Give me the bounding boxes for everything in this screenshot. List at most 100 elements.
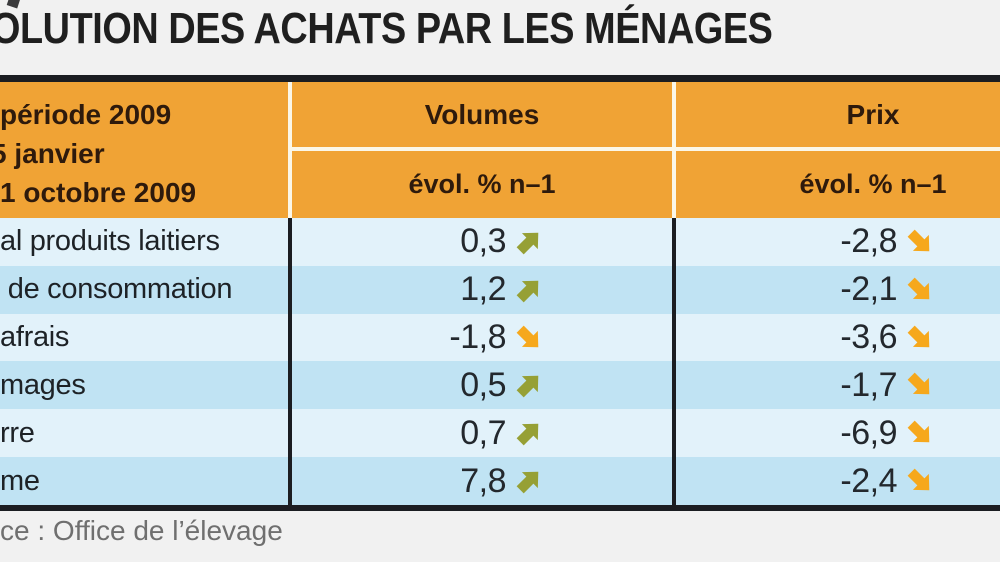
column-divider [288,313,292,362]
value-group: -2,8 [811,222,935,261]
value-group: -2,1 [811,270,935,309]
period-line-2: 5 janvier [0,138,105,169]
trend-down-icon [905,466,935,496]
trend-up-icon [514,466,544,496]
volume-cell: 0,5 [292,361,672,409]
trend-up-icon [514,227,544,257]
table-row: me 7,8 -2,4 [0,457,1000,505]
value-group: -2,4 [811,462,935,501]
header-divider-vertical [672,82,676,147]
page-title: OLUTION DES ACHATS PAR LES MÉNAGES [0,4,900,54]
trend-down-icon [514,323,544,353]
period-line-1: période 2009 [0,99,172,130]
row-label: me [0,464,40,497]
trend-up-icon [514,418,544,448]
price-cell: -3,6 [676,314,1000,362]
value-group: -3,6 [811,318,935,357]
header-columns: Volumes Prix évol. % n–1 évol. % n–1 [292,82,1000,218]
prix-subheader-label: évol. % n–1 [799,169,947,199]
prix-subheader-cell: évol. % n–1 [676,151,1000,218]
header-group-row: Volumes Prix [292,82,1000,147]
volume-value: 0,5 [460,365,506,404]
value-group: 0,3 [420,222,544,261]
volume-value: 0,3 [460,222,506,261]
volumes-subheader-cell: évol. % n–1 [292,151,672,218]
table-row: de consommation 1,2 -2,1 [0,265,1000,314]
header-subrow: évol. % n–1 évol. % n–1 [292,151,1000,218]
column-divider [672,457,676,505]
table-body: al produits laitiers 0,3 -2,8 [0,218,1000,505]
value-group: 1,2 [420,270,544,309]
purchases-table: période 2009 5 janvier 1 octobre 2009 Vo… [0,75,1000,511]
value-group: 0,7 [420,414,544,453]
table-bottom-border [0,504,1000,511]
column-divider [288,409,292,458]
header-divider-vertical [672,151,676,218]
table-header: période 2009 5 janvier 1 octobre 2009 Vo… [0,82,1000,218]
column-divider [672,265,676,314]
trend-up-icon [514,275,544,305]
price-cell: -2,8 [676,218,1000,266]
value-group: -1,7 [811,366,935,405]
column-divider [672,409,676,458]
volumes-header-label: Volumes [424,98,540,130]
table-row: mages 0,5 -1,7 [0,361,1000,410]
price-cell: -1,7 [676,361,1000,409]
price-cell: -2,4 [676,457,1000,505]
row-label: rre [0,416,35,449]
price-value: -1,7 [840,365,897,404]
period-line-3: 1 octobre 2009 [0,177,197,208]
prix-header-label: Prix [846,98,900,130]
volume-cell: 0,3 [292,218,672,266]
trend-down-icon [905,418,935,448]
price-value: -3,6 [840,318,897,357]
trend-up-icon [514,370,544,400]
column-divider [672,218,676,266]
page-title-text: OLUTION DES ACHATS PAR LES MÉNAGES [0,4,773,53]
volume-cell: -1,8 [292,314,672,362]
table-row: afrais -1,8 -3,6 [0,313,1000,362]
row-label: afrais [0,321,70,354]
price-value: -6,9 [840,413,897,452]
price-cell: -6,9 [676,409,1000,457]
table-row: rre 0,7 -6,9 [0,409,1000,458]
column-divider [288,457,292,505]
column-divider [288,361,292,410]
source-note: ce : Office de l’élevage [0,515,283,546]
price-value: -2,1 [840,270,897,309]
column-divider [288,218,292,266]
trend-down-icon [905,370,935,400]
trend-down-icon [905,227,935,257]
price-value: -2,8 [840,222,897,261]
row-label: al produits laitiers [0,225,220,258]
trend-down-icon [905,323,935,353]
table-top-border [0,75,1000,82]
prix-header-cell: Prix [676,82,1000,147]
column-divider [672,313,676,362]
value-group: 7,8 [420,462,544,501]
volumes-subheader-label: évol. % n–1 [408,169,556,199]
volume-cell: 1,2 [292,266,672,314]
price-cell: -2,1 [676,266,1000,314]
volume-value: 7,8 [460,461,506,500]
value-group: 0,5 [420,366,544,405]
volumes-header-cell: Volumes [292,82,672,147]
volume-value: 0,7 [460,413,506,452]
column-divider [288,265,292,314]
row-label: mages [0,368,86,401]
volume-value: -1,8 [449,318,506,357]
value-group: -1,8 [420,318,544,357]
volume-cell: 7,8 [292,457,672,505]
value-group: -6,9 [811,414,935,453]
period-header-cell: période 2009 5 janvier 1 octobre 2009 [0,82,288,218]
volume-value: 1,2 [460,270,506,309]
volume-cell: 0,7 [292,409,672,457]
header-divider-horizontal [292,147,1000,151]
row-label: de consommation [0,273,233,306]
column-divider [672,361,676,410]
header-divider-vertical [288,82,292,218]
table-row: al produits laitiers 0,3 -2,8 [0,218,1000,266]
trend-down-icon [905,275,935,305]
price-value: -2,4 [840,461,897,500]
